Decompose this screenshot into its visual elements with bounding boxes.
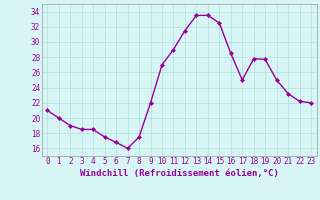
X-axis label: Windchill (Refroidissement éolien,°C): Windchill (Refroidissement éolien,°C) <box>80 169 279 178</box>
